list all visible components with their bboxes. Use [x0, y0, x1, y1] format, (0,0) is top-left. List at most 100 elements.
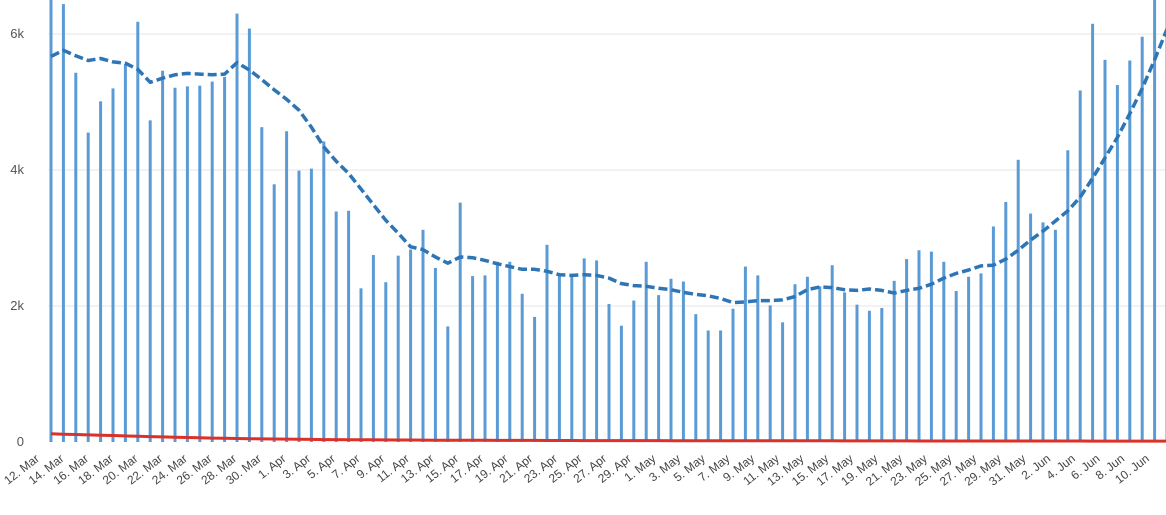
bar [1140, 36, 1144, 442]
y-axis-ticks: 0 2k 4k 6k [10, 26, 24, 449]
average-line [50, 27, 1166, 305]
bar [1004, 201, 1008, 442]
bar [570, 276, 574, 442]
y-tick-label: 4k [10, 162, 24, 177]
bar [731, 308, 735, 442]
bar [396, 255, 400, 442]
bar [917, 250, 921, 442]
bar [198, 85, 202, 443]
bar [942, 261, 946, 442]
bar [607, 303, 611, 442]
bar [1153, 0, 1157, 443]
bar [669, 278, 673, 442]
red-line-series [50, 432, 1166, 443]
bar [545, 244, 549, 442]
bar [49, 0, 53, 443]
bar [322, 141, 326, 442]
bar [756, 275, 760, 442]
bar [719, 330, 723, 442]
bar [967, 276, 971, 442]
bar [99, 101, 103, 442]
bar [1078, 90, 1082, 442]
bar [818, 286, 822, 442]
x-tick-label: 3. Apr [280, 451, 313, 481]
bar [867, 310, 871, 442]
bar [1029, 213, 1033, 442]
bar [458, 202, 462, 442]
x-tick-label: 5. Apr [305, 451, 338, 481]
bar [210, 81, 214, 442]
bar [557, 274, 561, 442]
bar [892, 280, 896, 442]
bar [86, 132, 90, 442]
bar [843, 292, 847, 442]
bar [781, 322, 785, 442]
bar [657, 295, 661, 442]
bar [508, 261, 512, 442]
bar [793, 284, 797, 442]
bar [421, 229, 425, 442]
bar [880, 308, 884, 442]
bar [371, 255, 375, 442]
bar [619, 325, 623, 442]
bar [409, 249, 413, 442]
bar [954, 291, 958, 442]
bar [582, 258, 586, 442]
bar [1053, 229, 1057, 442]
bar [979, 273, 983, 442]
bar [223, 76, 227, 442]
bar [446, 326, 450, 442]
bar [929, 251, 933, 442]
bar [694, 314, 698, 442]
bar [768, 305, 772, 442]
bar [520, 293, 524, 442]
bar [1041, 222, 1045, 442]
x-tick-label: 1. Apr [255, 451, 288, 481]
bar [533, 316, 537, 442]
bar [272, 184, 276, 442]
x-tick-label: 7. Apr [329, 451, 362, 481]
bar [483, 275, 487, 442]
bar [136, 21, 140, 442]
average-line-series [50, 27, 1166, 305]
bar [247, 28, 251, 443]
bar [260, 127, 264, 442]
bar [595, 260, 599, 442]
bar [644, 261, 648, 442]
bar [495, 261, 499, 442]
bar [111, 88, 115, 443]
bar [61, 4, 65, 443]
bar [161, 70, 165, 442]
bar [706, 330, 710, 442]
bar [359, 288, 363, 442]
bar [347, 210, 351, 442]
bar [681, 281, 685, 442]
bar [148, 120, 152, 443]
y-tick-label: 6k [10, 26, 24, 41]
bar [297, 170, 301, 442]
bar [632, 300, 636, 442]
bar [185, 86, 189, 443]
bar [235, 13, 239, 442]
bar [830, 265, 834, 442]
bar [285, 131, 289, 443]
bar [1115, 85, 1119, 442]
bar [1066, 150, 1070, 442]
bar [991, 226, 995, 442]
bar [384, 282, 388, 442]
red-line [50, 432, 1166, 443]
bar [805, 276, 809, 442]
y-tick-label: 2k [10, 298, 24, 313]
bar [1091, 23, 1095, 443]
bar [433, 267, 437, 442]
y-tick-label: 0 [17, 434, 24, 449]
bar [471, 276, 475, 442]
bar [1103, 59, 1107, 443]
bar [173, 87, 177, 442]
bar [855, 304, 859, 442]
bar [743, 266, 747, 442]
bar [74, 72, 78, 442]
bar [1128, 60, 1132, 443]
